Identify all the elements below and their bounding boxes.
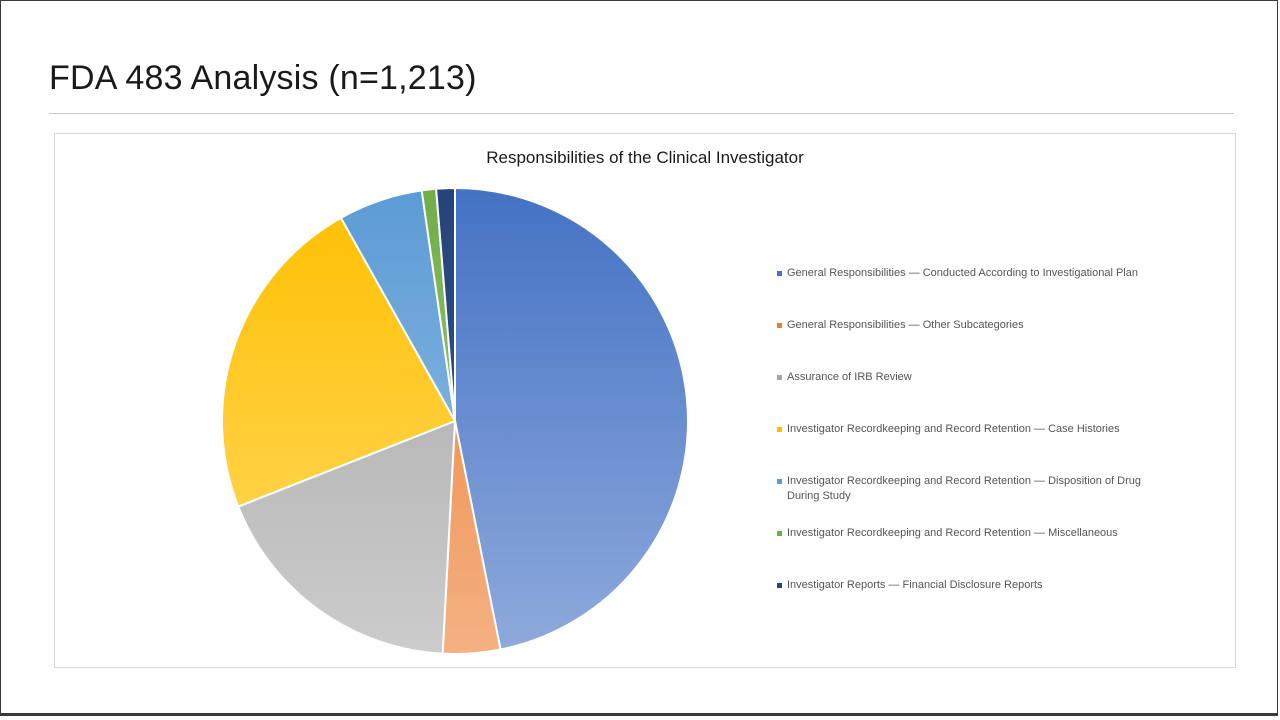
legend-item[interactable]: Assurance of IRB Review bbox=[777, 370, 1157, 422]
legend-swatch bbox=[777, 271, 782, 276]
legend-label: Investigator Recordkeeping and Record Re… bbox=[787, 527, 1118, 539]
legend-swatch bbox=[777, 583, 782, 588]
chart-area[interactable]: Responsibilities of the Clinical Investi… bbox=[54, 133, 1236, 668]
pie-slice-7[interactable] bbox=[435, 187, 456, 422]
title-divider bbox=[49, 113, 1234, 114]
legend-swatch bbox=[777, 427, 782, 432]
legend-item[interactable]: Investigator Reports — Financial Disclos… bbox=[777, 578, 1157, 630]
pie-slice-4[interactable] bbox=[221, 216, 456, 508]
legend-label: Assurance of IRB Review bbox=[787, 371, 912, 383]
legend-label: Investigator Reports — Financial Disclos… bbox=[787, 579, 1043, 591]
legend-swatch bbox=[777, 531, 782, 536]
legend-item[interactable]: Investigator Recordkeeping and Record Re… bbox=[777, 422, 1157, 474]
legend-swatch bbox=[777, 323, 782, 328]
slide-title: FDA 483 Analysis (n=1,213) bbox=[49, 59, 477, 97]
legend-item[interactable]: General Responsibilities — Conducted Acc… bbox=[777, 266, 1157, 318]
pie-slice-3[interactable] bbox=[237, 420, 456, 655]
legend-item[interactable]: Investigator Recordkeeping and Record Re… bbox=[777, 474, 1157, 526]
legend-item[interactable]: Investigator Recordkeeping and Record Re… bbox=[777, 526, 1157, 578]
chart-title: Responsibilities of the Clinical Investi… bbox=[486, 148, 804, 167]
pie-slice-1[interactable] bbox=[454, 187, 689, 651]
chart-legend: General Responsibilities — Conducted Acc… bbox=[777, 266, 1157, 630]
legend-label: General Responsibilities — Other Subcate… bbox=[787, 319, 1024, 331]
legend-label: Investigator Recordkeeping and Record Re… bbox=[787, 475, 1142, 502]
legend-label: Investigator Recordkeeping and Record Re… bbox=[787, 423, 1120, 435]
pie-chart bbox=[221, 187, 689, 655]
legend-swatch bbox=[777, 375, 782, 380]
legend-label: General Responsibilities — Conducted Acc… bbox=[787, 267, 1138, 279]
legend-item[interactable]: General Responsibilities — Other Subcate… bbox=[777, 318, 1157, 370]
pie-slices bbox=[221, 187, 689, 655]
legend-swatch bbox=[777, 479, 782, 484]
